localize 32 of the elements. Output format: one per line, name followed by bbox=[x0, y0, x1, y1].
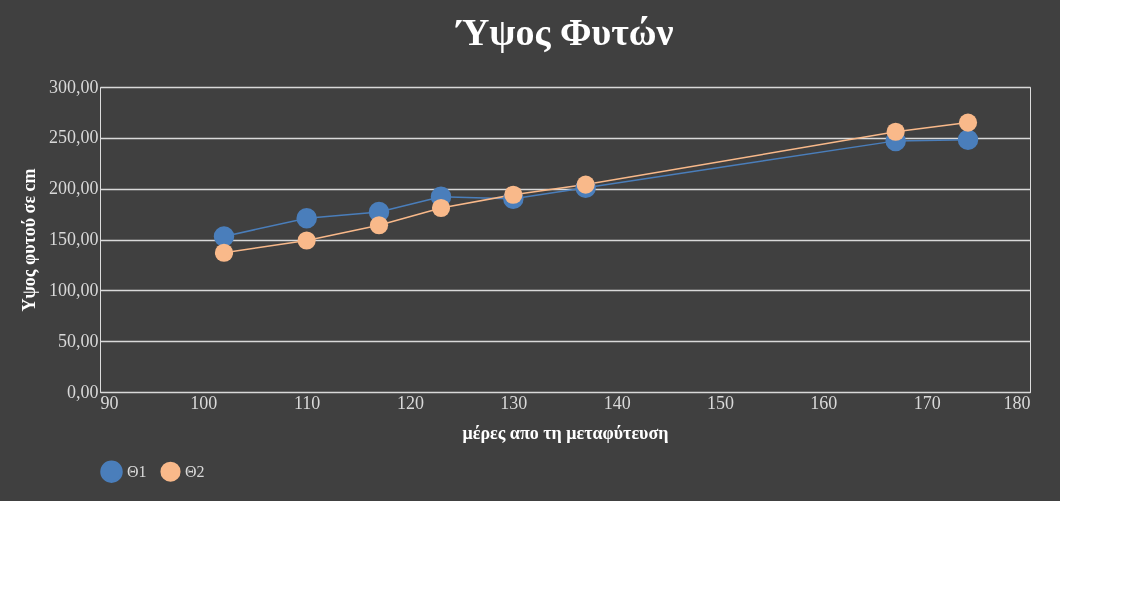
x-tick-label: 160 bbox=[810, 392, 838, 413]
legend-label: Θ1 bbox=[127, 462, 147, 480]
y-tick-label: 100,00 bbox=[49, 279, 99, 300]
y-tick-label: 0,00 bbox=[67, 381, 99, 402]
point bbox=[296, 207, 317, 229]
y-tick-label: 150,00 bbox=[49, 229, 99, 249]
x-axis-title: μέρες απο τη μεταφύτευση bbox=[462, 422, 669, 443]
x-tick-label: 150 bbox=[707, 392, 734, 413]
x-tick-label: 90 bbox=[100, 392, 119, 413]
point bbox=[431, 198, 451, 218]
x-tick-label: 170 bbox=[913, 392, 941, 413]
x-tick-label: 100 bbox=[190, 392, 218, 413]
y-tick-label: 200,00 bbox=[49, 178, 99, 199]
x-tick-label: 130 bbox=[500, 392, 528, 413]
y-axis-title: Υψος φυτού σε cm bbox=[19, 168, 39, 312]
y-tick-label: 250,00 bbox=[49, 127, 99, 148]
point bbox=[958, 113, 978, 132]
point bbox=[369, 216, 389, 235]
x-tick-label: 120 bbox=[397, 392, 424, 413]
point bbox=[213, 226, 235, 247]
y-tick-label: 300,00 bbox=[49, 76, 99, 97]
chart-title: Ύψος Φυτών bbox=[454, 11, 674, 53]
y-tick-label: 50,00 bbox=[58, 330, 99, 351]
point bbox=[504, 185, 523, 204]
point bbox=[297, 231, 316, 250]
point bbox=[214, 243, 234, 262]
point bbox=[957, 129, 979, 151]
legend-label: Θ2 bbox=[185, 462, 205, 480]
x-tick-label: 110 bbox=[293, 392, 321, 413]
x-tick-label: 180 bbox=[1003, 392, 1031, 413]
point bbox=[886, 122, 905, 141]
x-tick-label: 140 bbox=[603, 392, 631, 413]
